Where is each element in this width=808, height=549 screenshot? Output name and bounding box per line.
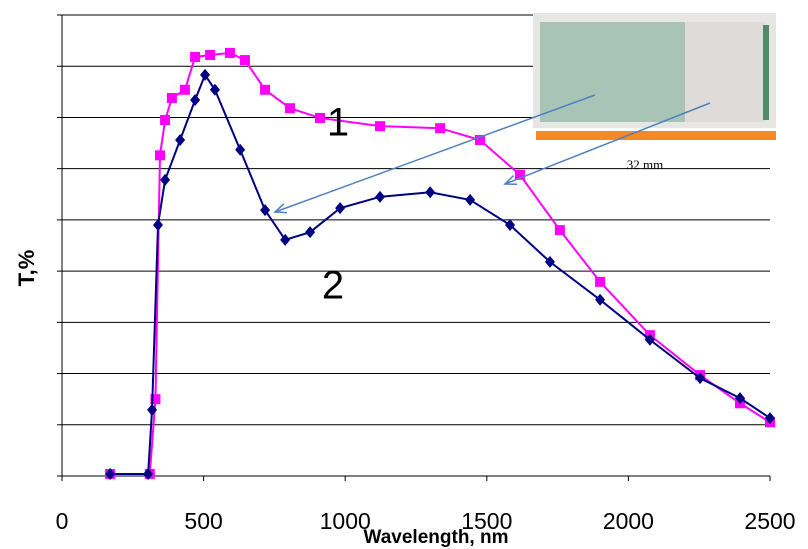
x-tick-label: 1000 — [320, 508, 371, 534]
data-point — [205, 49, 216, 60]
series-line — [110, 51, 771, 475]
data-point — [435, 123, 446, 134]
x-tick-label: 0 — [56, 508, 69, 534]
x-axis-title: Wavelength, nm — [364, 527, 509, 548]
data-point — [475, 134, 486, 145]
arrow-line — [274, 94, 596, 213]
data-point — [175, 133, 186, 146]
data-point — [260, 204, 271, 217]
data-point — [260, 84, 271, 95]
data-point — [150, 394, 161, 405]
data-point — [190, 52, 201, 63]
data-point — [425, 186, 436, 199]
data-point — [160, 115, 171, 126]
data-point — [695, 372, 706, 385]
data-point — [160, 173, 171, 186]
data-point — [235, 143, 246, 156]
data-point — [166, 92, 177, 103]
data-point — [335, 202, 346, 215]
data-point — [375, 190, 386, 203]
curve-label: 2 — [322, 264, 344, 308]
x-tick-label: 1500 — [461, 508, 512, 534]
data-point — [209, 83, 220, 96]
scale-bar — [536, 131, 776, 140]
glass-uncoated — [685, 22, 765, 122]
data-point — [280, 233, 291, 246]
x-tick-label: 2000 — [603, 508, 654, 534]
data-point — [595, 276, 606, 287]
data-point — [305, 226, 316, 239]
data-point — [544, 255, 555, 268]
data-point — [375, 121, 386, 132]
curve-label: 1 — [327, 101, 349, 145]
plot-layer: 0 500 1000 1500 2000 2500 — [56, 14, 796, 534]
data-point — [200, 68, 211, 81]
data-point — [765, 412, 775, 425]
arrow-head — [273, 203, 288, 214]
data-point — [179, 84, 190, 95]
glass-coated — [540, 22, 685, 122]
data-point — [143, 467, 154, 480]
y-axis-title: T,% — [14, 250, 39, 287]
arrow-line — [504, 102, 711, 185]
x-tick-label: 500 — [184, 508, 222, 534]
scale-label: 32 mm — [627, 157, 663, 172]
data-point — [224, 47, 235, 58]
data-point — [505, 219, 516, 232]
data-point — [190, 94, 201, 107]
data-point — [154, 150, 165, 161]
data-point — [644, 333, 655, 346]
data-point — [239, 55, 250, 66]
data-point — [554, 225, 565, 236]
data-point — [314, 112, 325, 123]
data-point — [514, 169, 525, 180]
data-point — [147, 403, 158, 416]
data-point — [105, 467, 116, 480]
glass-edge — [763, 25, 769, 120]
data-point — [284, 103, 295, 114]
data-point — [595, 293, 606, 306]
data-point — [153, 219, 164, 232]
data-point — [465, 193, 476, 206]
series-line — [110, 72, 771, 475]
x-tick-label: 2500 — [744, 508, 795, 534]
arrow-head — [503, 175, 518, 186]
data-point — [734, 392, 745, 405]
photo-inset — [533, 13, 776, 140]
